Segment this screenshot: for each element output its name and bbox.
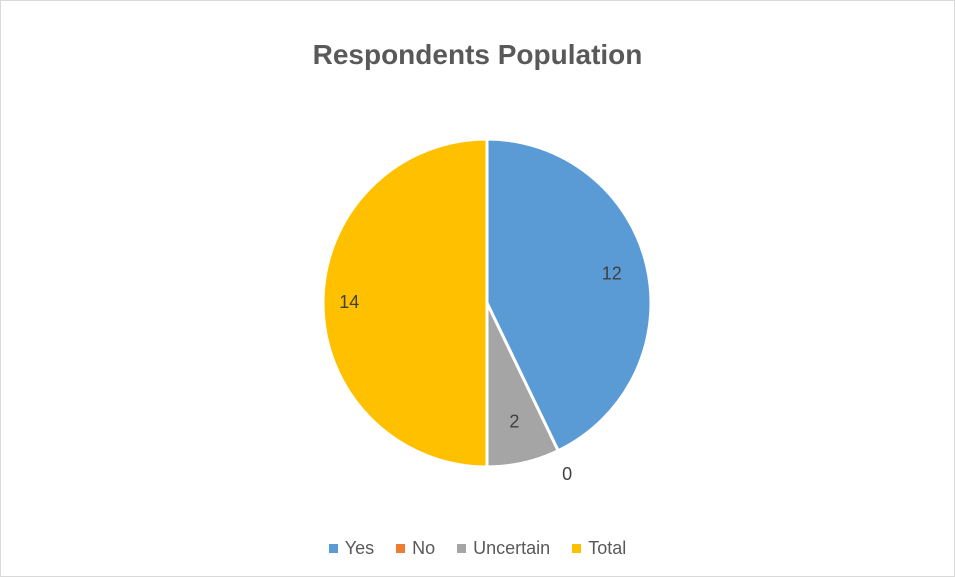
legend-item-yes: Yes <box>328 538 375 559</box>
legend-swatch-total <box>572 544 582 553</box>
legend-item-no: No <box>396 538 435 559</box>
data-label-total: 14 <box>339 292 359 312</box>
legend-item-total: Total <box>572 538 626 559</box>
pie-slice-yes <box>485 137 653 453</box>
legend-swatch-uncertain <box>457 544 467 553</box>
pie-data-labels: 12 0 2 14 <box>339 263 622 484</box>
legend-swatch-yes <box>328 544 338 553</box>
pie-slices <box>321 137 653 469</box>
legend-swatch-no <box>396 544 406 553</box>
legend-label-yes: Yes <box>344 538 375 558</box>
chart-title: Respondents Population <box>312 39 643 70</box>
legend-item-uncertain: Uncertain <box>457 538 550 559</box>
legend-label-uncertain: Uncertain <box>473 538 551 558</box>
data-label-no: 0 <box>562 464 572 484</box>
data-label-uncertain: 2 <box>509 412 519 432</box>
pie-slice-total <box>321 137 489 469</box>
legend-label-no: No <box>412 538 436 558</box>
legend-label-total: Total <box>588 538 627 558</box>
data-label-yes: 12 <box>602 263 622 283</box>
chart-legend: Yes No Uncertain Total <box>1 538 954 559</box>
